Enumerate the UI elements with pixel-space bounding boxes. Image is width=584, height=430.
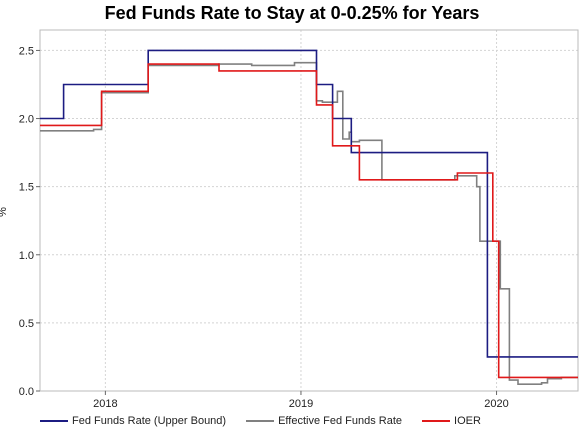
y-axis-label: %	[0, 207, 9, 217]
y-tick-label: 1.0	[19, 250, 34, 262]
series-line-ioer	[40, 63, 578, 379]
legend-item: IOER	[422, 415, 481, 427]
legend-label: Effective Fed Funds Rate	[278, 415, 403, 427]
legend-swatch	[246, 420, 275, 422]
axis-layer: 0.0 0.5 1.0 1.5 2.0 2.5 2018 2019 2020	[19, 45, 509, 410]
y-tick-label: 2.5	[19, 45, 34, 57]
y-tick-label: 2.0	[19, 114, 34, 126]
x-tick-label: 2020	[484, 398, 508, 410]
plot-frame	[39, 29, 579, 392]
series-layer	[40, 49, 578, 386]
y-tick-label: 0.5	[19, 318, 34, 330]
legend-swatch	[422, 420, 451, 422]
x-tick-label: 2019	[289, 398, 313, 410]
legend-label: IOER	[454, 415, 481, 427]
legend-label: Fed Funds Rate (Upper Bound)	[72, 415, 227, 427]
x-tick-label: 2018	[93, 398, 117, 410]
series-line-effective-fed-funds-rate	[40, 61, 578, 386]
legend-item: Fed Funds Rate (Upper Bound)	[40, 415, 226, 427]
y-tick-label: 0.0	[19, 386, 34, 398]
legend-swatch	[40, 420, 68, 422]
series-line-fed-funds-rate-upper-bound	[40, 49, 578, 358]
legend: Fed Funds Rate (Upper Bound) Effective Fe…	[40, 413, 501, 429]
legend-item: Effective Fed Funds Rate	[246, 415, 402, 427]
chart-title: Fed Funds Rate to Stay at 0-0.25% for Ye…	[104, 3, 480, 23]
y-tick-label: 1.5	[19, 182, 34, 194]
